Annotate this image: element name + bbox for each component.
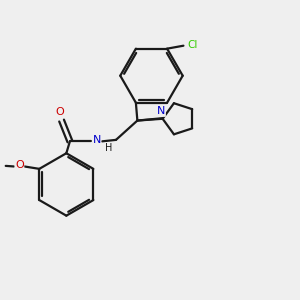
Text: N: N bbox=[157, 106, 165, 116]
Text: Cl: Cl bbox=[187, 40, 197, 50]
Text: N: N bbox=[92, 135, 101, 145]
Text: H: H bbox=[105, 143, 113, 153]
Text: O: O bbox=[56, 106, 64, 117]
Text: O: O bbox=[15, 160, 24, 170]
